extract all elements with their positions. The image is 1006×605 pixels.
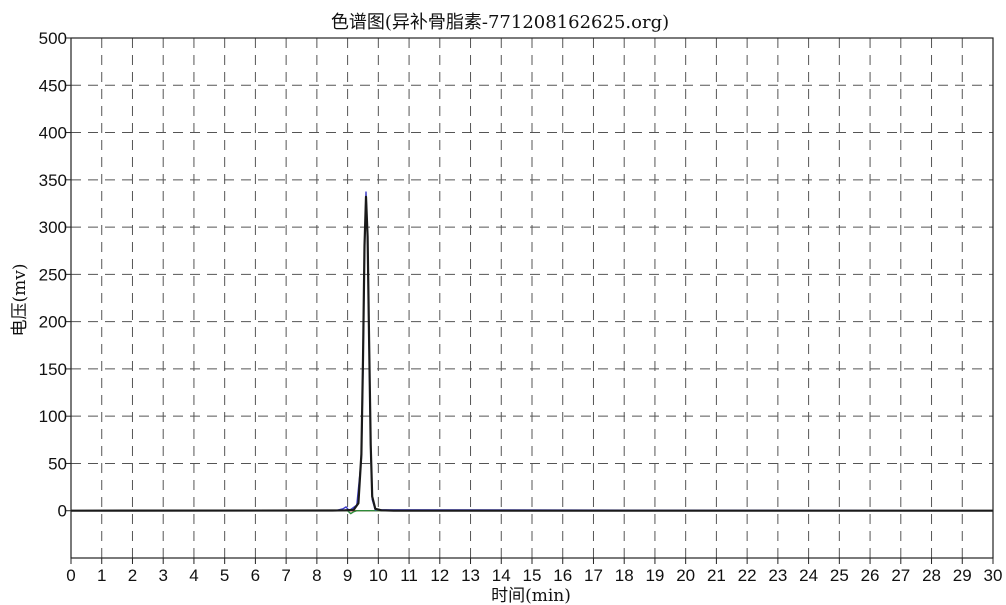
y-tick-label: 150 [39,360,67,379]
y-axis-label: 电压(mv) [10,264,30,337]
y-tick-label: 50 [48,454,67,473]
x-tick-label: 30 [984,566,1003,585]
x-tick-label: 21 [707,566,726,585]
x-tick-label: 19 [645,566,664,585]
y-tick-label: 100 [39,407,67,426]
x-tick-label: 10 [369,566,388,585]
x-tick-label: 12 [430,566,449,585]
y-tick-label: 0 [58,502,67,521]
x-tick-label: 16 [553,566,572,585]
chart-title: 色谱图(异补骨脂素-771208162625.org) [331,12,669,33]
x-tick-label: 1 [97,566,106,585]
x-tick-label: 7 [281,566,290,585]
x-tick-label: 9 [343,566,352,585]
x-tick-label: 3 [158,566,167,585]
y-tick-label: 300 [39,218,67,237]
x-tick-label: 24 [799,566,818,585]
y-tick-label: 500 [39,29,67,48]
x-tick-label: 25 [830,566,849,585]
x-tick-label: 5 [220,566,229,585]
y-tick-label: 350 [39,171,67,190]
x-tick-label: 23 [768,566,787,585]
x-tick-label: 27 [891,566,910,585]
y-tick-label: 450 [39,76,67,95]
x-tick-label: 13 [461,566,480,585]
grid [71,38,993,558]
x-tick-label: 14 [492,566,511,585]
x-tick-label: 6 [251,566,260,585]
axis-ticks: 0 1 2 3 4 5 6 7 8 9 10 11 12 13 14 15 16 17 18 19 20 21 22 23 24… [39,29,1003,585]
x-tick-label: 2 [128,566,137,585]
y-tick-label: 250 [39,265,67,284]
x-tick-label: 20 [676,566,695,585]
y-tick-label: 200 [39,313,67,332]
x-tick-label: 18 [615,566,634,585]
x-tick-label: 22 [738,566,757,585]
x-tick-label: 15 [523,566,542,585]
y-tick-label: 400 [39,124,67,143]
x-axis-label: 时间(min) [491,586,571,605]
x-tick-label: 26 [861,566,880,585]
x-tick-label: 29 [953,566,972,585]
x-tick-label: 4 [189,566,198,585]
x-tick-label: 28 [922,566,941,585]
x-tick-label: 17 [584,566,603,585]
x-tick-label: 11 [400,566,418,585]
x-tick-label: 8 [312,566,321,585]
x-tick-label: 0 [66,566,75,585]
